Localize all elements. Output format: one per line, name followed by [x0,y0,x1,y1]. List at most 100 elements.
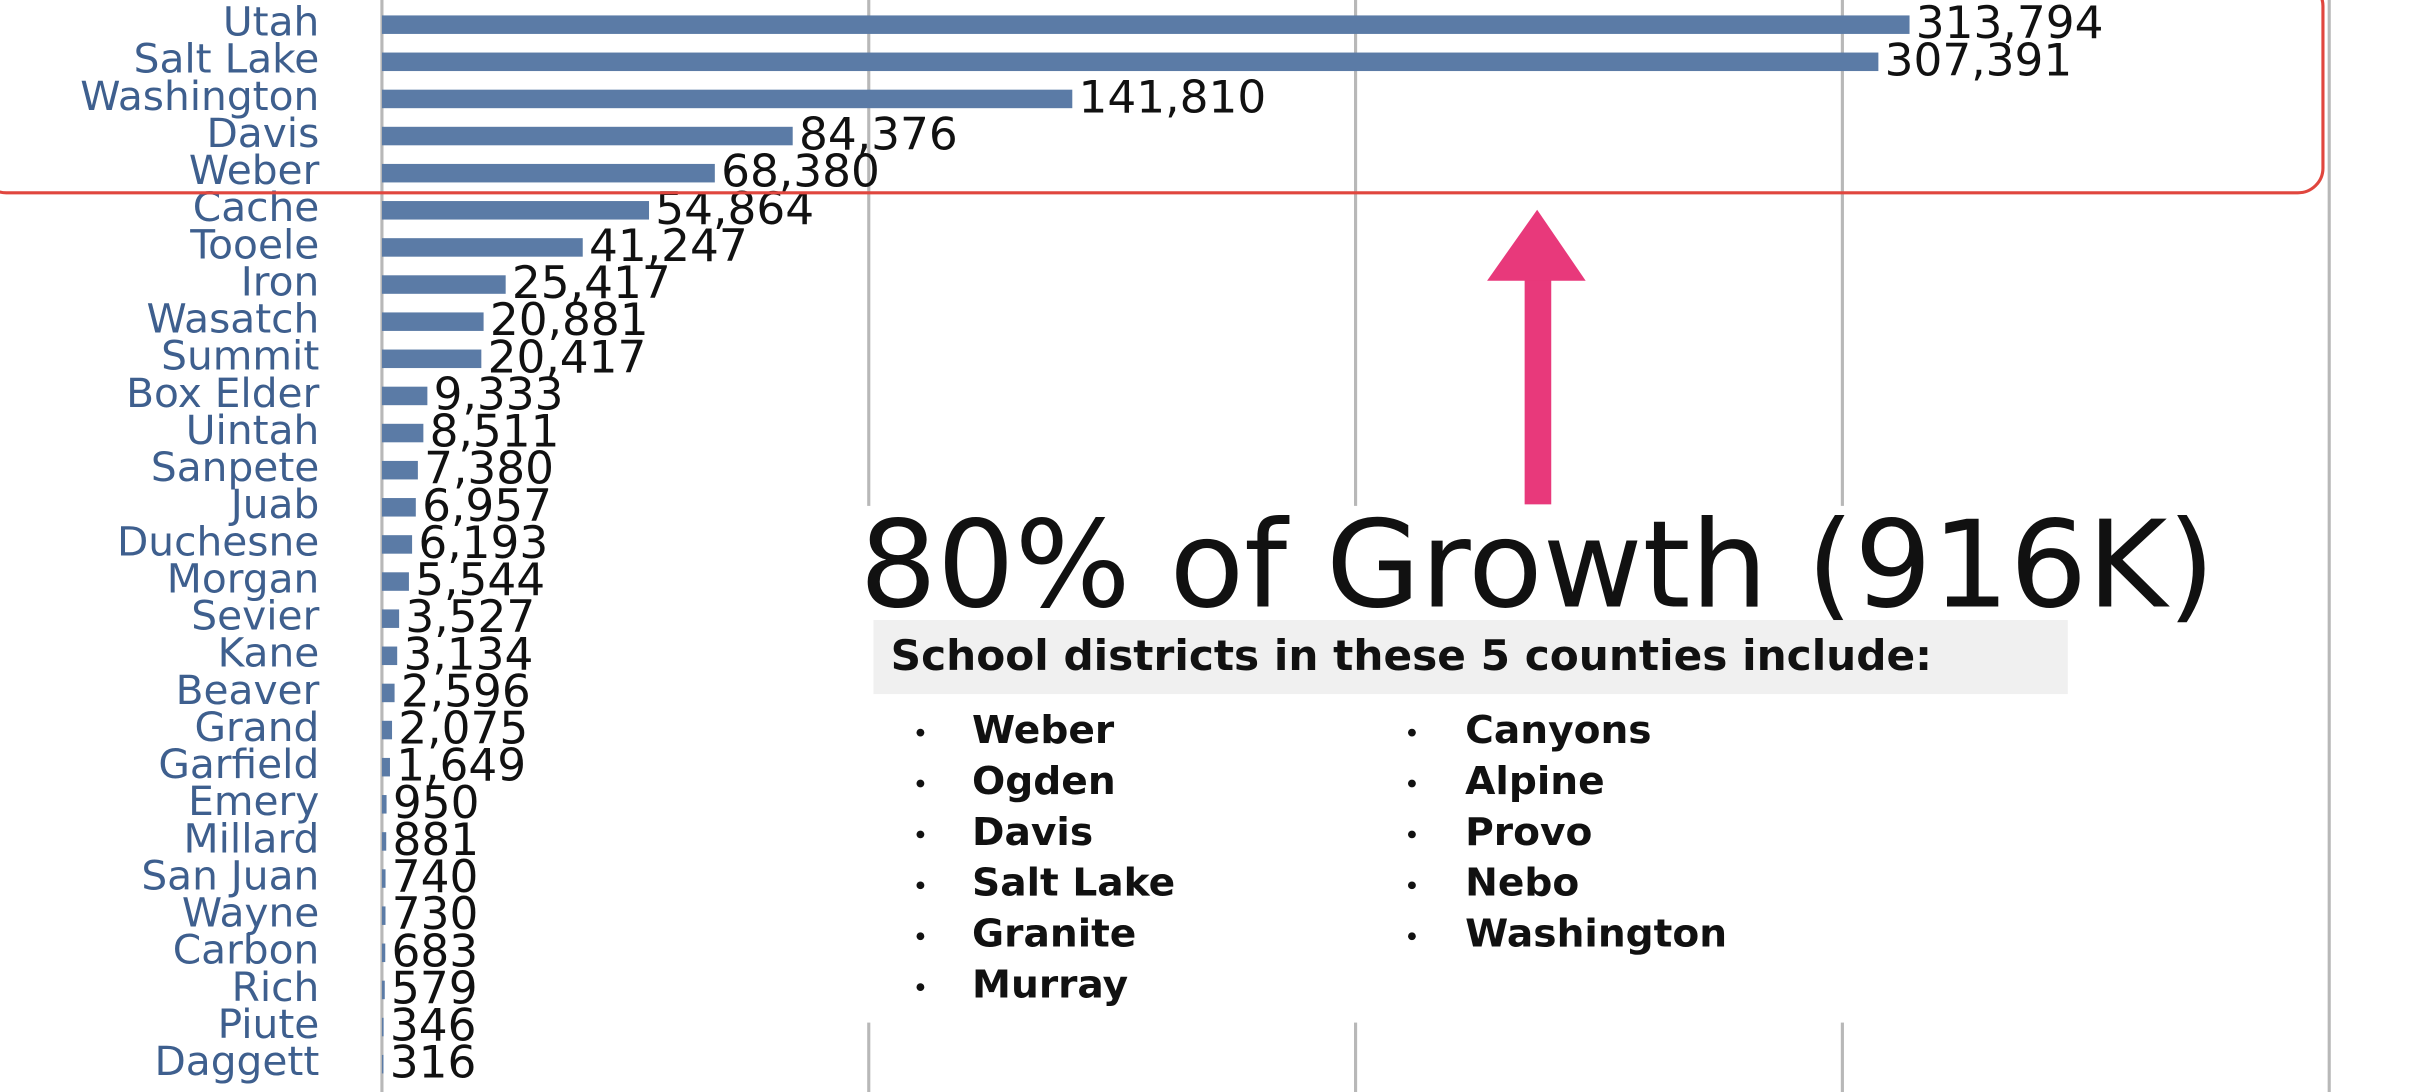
district-name: Nebo [1465,861,1579,906]
district-box-header [873,620,2068,695]
category-label: Daggett [154,1037,319,1085]
bar [381,52,1879,72]
category-label: San Juan [141,852,319,900]
district-name: Canyons [1465,708,1651,753]
bullet [1408,728,1416,737]
bar [381,943,386,963]
value-label: 6,957 [422,479,552,532]
bar [381,980,385,1000]
category-label: Summit [161,332,319,380]
bullet [916,983,925,991]
bullet [1408,779,1416,788]
value-label: 881 [392,813,479,866]
district-name: Murray [972,963,1128,1008]
value-label: 2,596 [401,665,531,718]
bar [381,349,482,369]
bullet [916,881,925,890]
category-label: Juab [228,481,320,529]
category-label: Tooele [189,221,319,269]
category-label: Weber [189,146,320,194]
value-label: 84,376 [799,108,958,161]
headline: 80% of Growth (916K) [859,495,2215,636]
category-label: Uintah [186,406,320,454]
value-label: 141,810 [1079,71,1267,124]
category-label: Utah [223,0,319,46]
district-name: Salt Lake [972,861,1175,906]
bar [381,869,386,888]
value-label: 9,333 [434,368,564,421]
category-label: Wasatch [147,295,320,343]
category-label: Wayne [182,889,319,937]
district-name: Alpine [1465,759,1604,804]
annotation-backdrop [767,505,2309,1023]
bar [381,795,387,814]
bar [381,1054,384,1074]
category-label: Box Elder [126,369,320,417]
category-label: Morgan [167,555,320,603]
bullet [1408,881,1416,890]
bar [381,15,1910,34]
category-label: Rich [232,963,320,1011]
district-name: Davis [972,810,1093,855]
value-label: 20,881 [490,293,649,346]
category-label: Davis [206,109,319,157]
category-label: Kane [218,629,320,677]
district-name: Ogden [972,759,1116,804]
value-label: 579 [391,962,478,1015]
bar [381,1017,384,1037]
bar [381,683,395,703]
bar [381,832,387,851]
value-label: 740 [392,850,479,903]
value-label: 41,247 [589,219,748,272]
district-name: Washington [1465,912,1727,957]
category-label: Washington [80,72,319,120]
bullet [916,728,925,737]
bar [381,646,398,666]
bar [381,720,393,740]
bar [381,460,418,480]
value-label: 68,380 [721,145,880,198]
category-label: Salt Lake [134,35,320,83]
category-label: Iron [241,258,320,306]
bar [381,386,428,406]
bar [381,238,583,257]
bar [381,126,793,146]
bullet [916,779,925,788]
value-label: 6,193 [418,516,548,569]
bar [381,89,1073,109]
value-label: 1,649 [396,739,526,792]
category-label: Sanpete [151,443,319,491]
value-label: 20,417 [488,331,647,384]
value-label: 5,544 [415,553,545,606]
category-label: Duchesne [117,518,319,566]
bullet [916,830,925,839]
arrow-head [1487,209,1586,281]
bar [381,757,390,777]
value-label: 25,417 [512,256,671,309]
bar [381,535,413,554]
category-label: Carbon [173,926,320,974]
district-box-title: School districts in these 5 counties inc… [891,631,1932,680]
bar [381,609,400,628]
district-name: Granite [972,912,1136,957]
value-label: 3,134 [403,628,533,681]
bar [381,312,484,331]
highlight-box [0,0,2325,195]
district-name: Weber [972,708,1115,753]
value-label: 346 [390,999,477,1052]
bullet [916,932,925,941]
bar [381,498,416,517]
category-label: Millard [184,815,320,863]
value-label: 8,511 [430,405,560,458]
value-label: 7,380 [424,442,554,495]
category-label: Emery [188,778,319,826]
value-label: 316 [390,1036,477,1089]
bullet [1408,830,1416,839]
bar [381,163,715,183]
category-label: Grand [195,703,320,751]
bar [381,275,506,294]
value-label: 683 [392,925,479,978]
category-label: Beaver [176,666,320,714]
bar [381,423,424,443]
value-label: 2,075 [398,702,528,755]
